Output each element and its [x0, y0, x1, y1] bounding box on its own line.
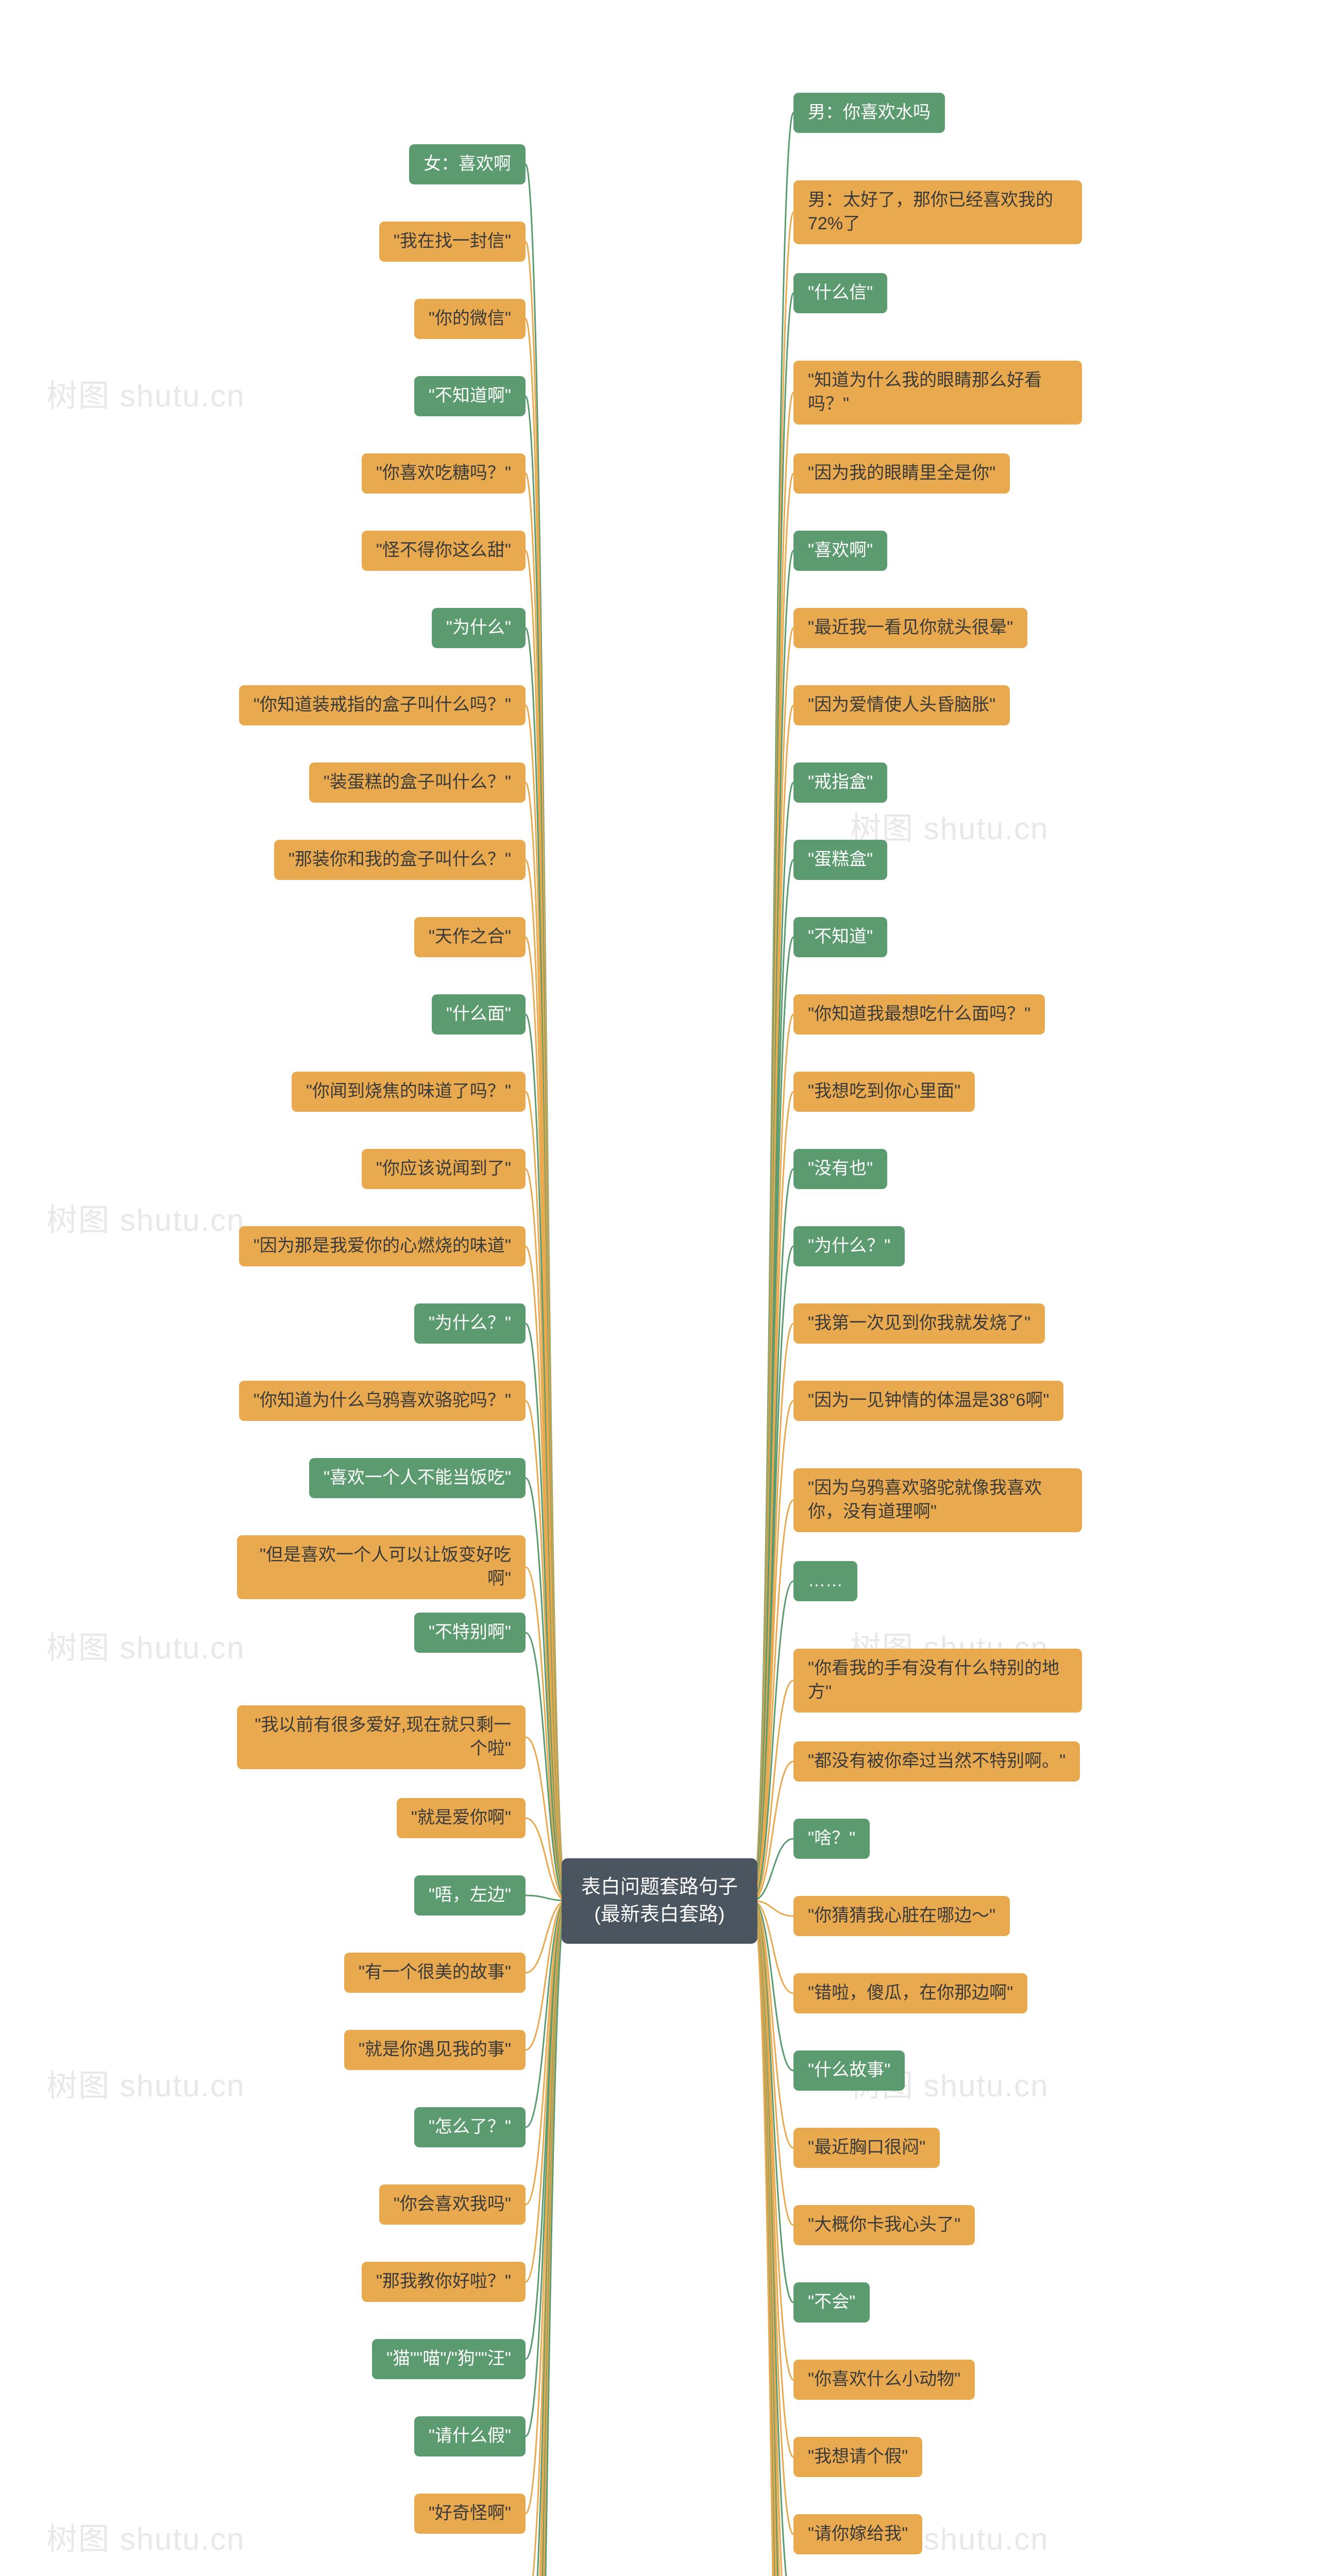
- right-node: "最近胸口很闷": [793, 2128, 940, 2168]
- left-node: "就是爱你啊": [397, 1798, 526, 1838]
- left-node: "你会喜欢我吗": [379, 2184, 526, 2225]
- left-node: "你知道为什么乌鸦喜欢骆驼吗？": [239, 1381, 526, 1421]
- right-node: "不知道": [793, 917, 887, 957]
- left-node: "你闻到烧焦的味道了吗？": [292, 1072, 526, 1112]
- right-node: "蛋糕盒": [793, 840, 887, 880]
- left-node: "我在找一封信": [379, 222, 526, 262]
- right-node: "你知道我最想吃什么面吗？": [793, 994, 1045, 1035]
- center-node: 表白问题套路句子(最新表白套路): [562, 1858, 757, 1943]
- right-node: "请你嫁给我": [793, 2514, 922, 2554]
- left-node: "唔，左边": [414, 1875, 526, 1916]
- right-node: "因为爱情使人头昏脑胀": [793, 685, 1010, 725]
- right-node: "不会": [793, 2282, 870, 2323]
- left-node: "那我教你好啦？": [362, 2262, 526, 2302]
- right-node: "大概你卡我心头了": [793, 2205, 975, 2245]
- left-node: "你喜欢吃糖吗？": [362, 453, 526, 494]
- left-node: "你的微信": [414, 299, 526, 339]
- left-node: "你知道装戒指的盒子叫什么吗？": [239, 685, 526, 725]
- right-node: "都没有被你牵过当然不特别啊。": [793, 1741, 1080, 1782]
- right-node: ……: [793, 1561, 857, 1601]
- right-node: "没有也": [793, 1149, 887, 1189]
- right-node: "我第一次见到你我就发烧了": [793, 1303, 1045, 1344]
- right-node: "因为乌鸦喜欢骆驼就像我喜欢你，没有道理啊": [793, 1468, 1082, 1532]
- left-node: "怎么了？": [414, 2107, 526, 2147]
- connector-lines: [0, 0, 1319, 2576]
- right-node: "知道为什么我的眼睛那么好看吗？": [793, 361, 1082, 425]
- left-node: "请什么假": [414, 2416, 526, 2456]
- left-node: "就是你遇见我的事": [344, 2030, 526, 2070]
- right-node: 男：你喜欢水吗: [793, 93, 945, 133]
- left-node: "为什么": [432, 608, 526, 648]
- right-node: "你喜欢什么小动物": [793, 2360, 975, 2400]
- right-node: "我想请个假": [793, 2437, 922, 2477]
- left-node: "怪不得你这么甜": [362, 531, 526, 571]
- left-node: "你应该说闻到了": [362, 1149, 526, 1189]
- right-node: "什么故事": [793, 2050, 905, 2091]
- left-node: "那装你和我的盒子叫什么？": [274, 840, 526, 880]
- left-node: "不知道啊": [414, 376, 526, 416]
- right-node: "因为我的眼睛里全是你": [793, 453, 1010, 494]
- left-node: "我以前有很多爱好,现在就只剩一个啦": [237, 1705, 526, 1769]
- right-node: "喜欢啊": [793, 531, 887, 571]
- mindmap-container: 表白问题套路句子(最新表白套路) 女：喜欢啊 "我在找一封信" "你的微信" "不知道…: [0, 0, 1319, 2576]
- right-node: "最近我一看见你就头很晕": [793, 608, 1027, 648]
- left-node: "有一个很美的故事": [344, 1953, 526, 1993]
- left-node: "喜欢一个人不能当饭吃": [309, 1458, 526, 1498]
- center-title: 表白问题套路句子(最新表白套路): [581, 1876, 738, 1925]
- left-node: "装蛋糕的盒子叫什么？": [309, 762, 526, 803]
- left-node: "好奇怪啊": [414, 2494, 526, 2534]
- left-node: "什么面": [432, 994, 526, 1035]
- right-node: "你看我的手有没有什么特别的地方": [793, 1649, 1082, 1713]
- right-node: "我想吃到你心里面": [793, 1072, 975, 1112]
- right-node: "错啦，傻瓜，在你那边啊": [793, 1973, 1027, 2013]
- left-node: "但是喜欢一个人可以让饭变好吃啊": [237, 1535, 526, 1599]
- left-node: "因为那是我爱你的心燃烧的味道": [239, 1226, 526, 1266]
- right-node: "你猜猜我心脏在哪边～": [793, 1896, 1010, 1936]
- left-node: "天作之合": [414, 917, 526, 957]
- right-node: "戒指盒": [793, 762, 887, 803]
- left-node: "为什么？": [414, 1303, 526, 1344]
- left-node: "猫""喵"/"狗""汪": [372, 2339, 526, 2379]
- right-node: 男：太好了，那你已经喜欢我的72%了: [793, 180, 1082, 244]
- right-node: "因为一见钟情的体温是38°6啊": [793, 1381, 1063, 1421]
- right-node: "啥？": [793, 1819, 870, 1859]
- right-node: "什么信": [793, 273, 887, 313]
- left-node: "不特别啊": [414, 1613, 526, 1653]
- left-node: 女：喜欢啊: [409, 144, 526, 184]
- right-node: "为什么？": [793, 1226, 905, 1266]
